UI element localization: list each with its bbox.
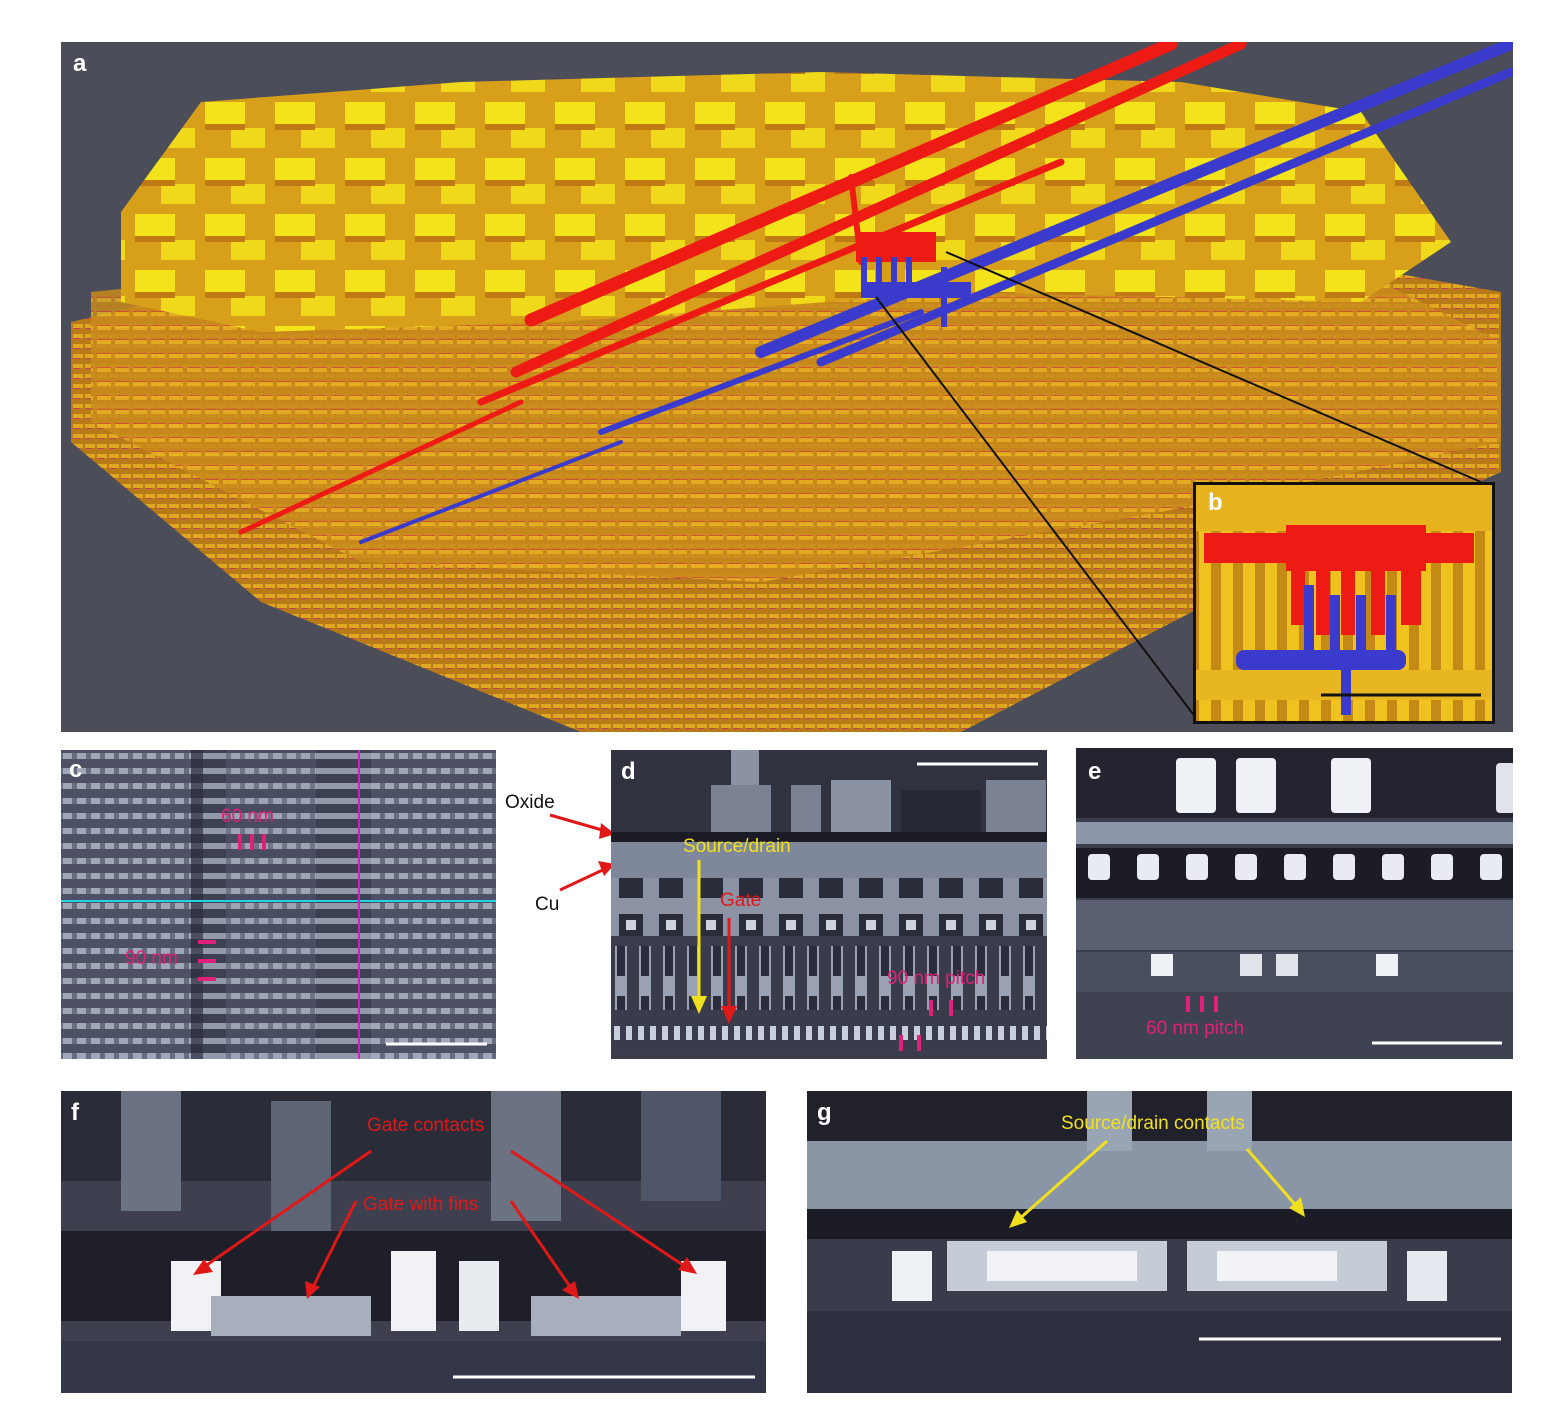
panel-a-label: a	[73, 50, 87, 77]
panel-f-gate-contacts-label: Gate contacts	[367, 1115, 485, 1136]
panel-d-label: d	[621, 758, 636, 785]
panel-e-image	[1076, 748, 1513, 1059]
panel-f-gate-with-fins-label: Gate with fins	[363, 1194, 479, 1215]
zoom-line-top	[945, 251, 1482, 483]
panel-g: g Source/drain contacts	[807, 1091, 1512, 1393]
panel-f-image	[61, 1091, 766, 1393]
panel-d-outside-arrows	[549, 813, 615, 892]
panel-f: f Gate contacts Gate with fins	[61, 1091, 766, 1393]
red-highlighted-lines	[238, 42, 1247, 535]
panel-a: a b	[61, 42, 1513, 732]
panel-c-image	[61, 750, 496, 1059]
panel-d-red-arrow	[721, 918, 737, 1024]
panel-d: d Source/drain Gate 90 nm pitch	[611, 750, 1047, 1059]
panel-b-label: b	[1208, 489, 1223, 516]
panel-d-90nm-pitch-label: 90 nm pitch	[887, 968, 986, 989]
upper-metal-layer	[121, 72, 1451, 332]
panel-d-yellow-arrow	[691, 860, 707, 1014]
panel-d-gate-label: Gate	[720, 890, 762, 911]
panel-f-label: f	[71, 1099, 79, 1126]
blue-highlighted-lines	[359, 42, 1513, 544]
contact-cluster	[856, 232, 971, 327]
mid-interconnect-layer	[91, 242, 1501, 582]
panel-g-sd-contacts-label: Source/drain contacts	[1061, 1113, 1245, 1134]
panel-b-render	[1196, 485, 1492, 721]
panel-c-60nm-ticks	[238, 834, 266, 850]
panel-c-90nm-ticks	[198, 940, 216, 981]
panel-d-90nm-ticks	[899, 1000, 953, 1051]
panel-e-60nm-pitch-label: 60 nm pitch	[1146, 1018, 1245, 1039]
panel-d-cu-label: Cu	[535, 894, 560, 915]
panel-f-arrows	[193, 1149, 697, 1299]
panel-c: c 60 nm 90 nm	[61, 750, 496, 1059]
panel-d-oxide-label: Oxide	[505, 792, 555, 813]
panel-e: e 60 nm pitch	[1076, 748, 1513, 1059]
panel-e-60nm-ticks	[1186, 996, 1218, 1012]
panel-e-label: e	[1088, 758, 1102, 785]
panel-b-inset: b	[1193, 482, 1495, 724]
panel-c-90nm-label: 90 nm	[125, 948, 178, 969]
panel-c-label: c	[69, 756, 83, 783]
panel-g-label: g	[817, 1099, 832, 1126]
panel-a-3d-render	[71, 42, 1513, 732]
panel-c-60nm-label: 60 nm	[221, 806, 274, 827]
panel-d-image	[611, 750, 1047, 1051]
panel-g-image	[807, 1091, 1512, 1393]
zoom-line-bottom	[875, 296, 1197, 719]
panel-g-arrows	[1009, 1139, 1305, 1228]
panel-d-source-drain-label: Source/drain	[683, 836, 791, 857]
